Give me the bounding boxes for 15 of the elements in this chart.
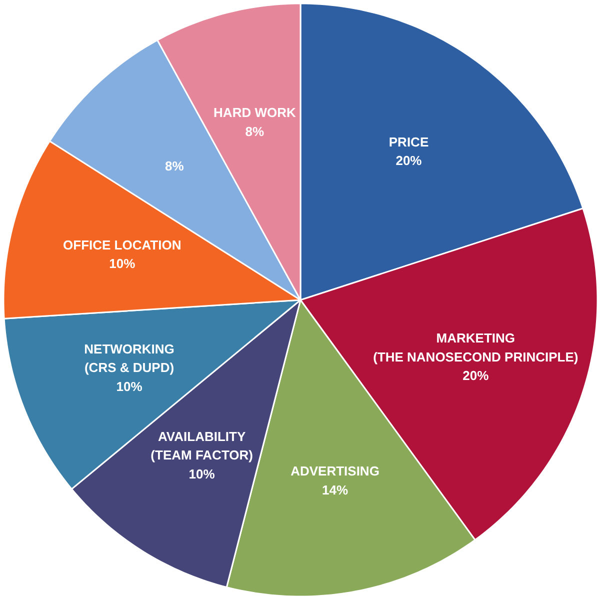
data-label: 8% — [165, 158, 184, 174]
slice-label: AVAILABILITY (TEAM FACTOR) — [150, 428, 253, 463]
data-label: 20% — [396, 153, 422, 168]
data-label: 10% — [109, 256, 136, 272]
slice-label: MARKETING (THE NANOSECOND PRINCIPLE) — [373, 330, 578, 364]
data-label: 20% — [462, 368, 490, 384]
slice-label: HARD WORK — [214, 105, 296, 120]
data-label: 10% — [188, 466, 216, 482]
slice-label: OFFICE LOCATION — [63, 237, 182, 252]
data-label: 10% — [116, 378, 143, 394]
slice-label: ADVERTISING — [290, 464, 380, 479]
data-label: 14% — [322, 482, 348, 498]
slice-label: PRICE — [388, 134, 429, 150]
slice-label: NETWORKING (CRS & DUPD) — [84, 341, 174, 376]
data-label: 8% — [245, 124, 265, 139]
